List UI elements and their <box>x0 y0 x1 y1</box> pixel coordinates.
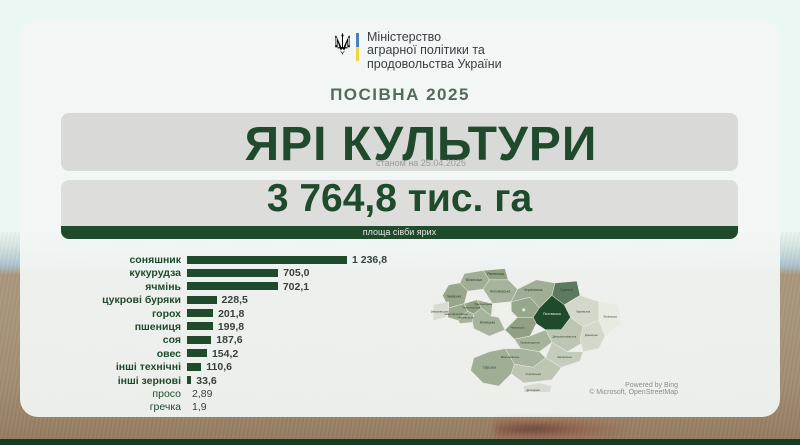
svg-text:Хмельницька: Хмельницька <box>474 302 492 306</box>
svg-text:Волинська: Волинська <box>466 278 482 282</box>
svg-text:Луганська: Луганська <box>603 314 617 318</box>
svg-text:Запорізька: Запорізька <box>557 355 572 359</box>
svg-text:Херсонська: Херсонська <box>525 372 541 376</box>
svg-text:Сумська: Сумська <box>560 288 573 292</box>
svg-text:Рівненська: Рівненська <box>487 272 504 276</box>
svg-text:Вінницька: Вінницька <box>480 321 495 325</box>
svg-text:Житомирська: Житомирська <box>490 289 511 293</box>
svg-text:Полтавська: Полтавська <box>543 312 561 316</box>
svg-text:Тернопільська: Тернопільська <box>462 306 481 310</box>
svg-text:Дніпропетровська: Дніпропетровська <box>553 334 577 338</box>
svg-text:Черкаська: Черкаська <box>511 326 525 330</box>
svg-text:Донецька: Донецька <box>585 333 598 337</box>
svg-text:Одеська: Одеська <box>483 366 496 370</box>
svg-text:Івано-Франківська: Івано-Франківська <box>445 312 469 316</box>
svg-text:Львівська: Львівська <box>446 294 461 298</box>
svg-text:Чернівецька: Чернівецька <box>458 316 474 320</box>
svg-text:Харківська: Харківська <box>576 309 591 313</box>
svg-text:Кіровоградська: Кіровоградська <box>520 341 540 345</box>
svg-text:Чернігівська: Чернігівська <box>524 288 543 292</box>
svg-text:Миколаївська: Миколаївська <box>501 355 520 359</box>
